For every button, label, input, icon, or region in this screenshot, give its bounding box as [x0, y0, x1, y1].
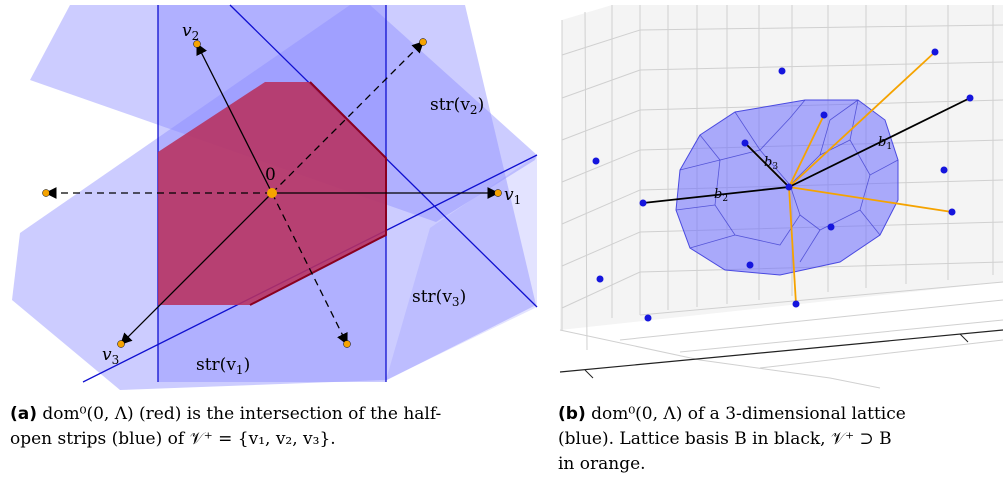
label-b3: b3: [764, 155, 778, 172]
domain-edge: [249, 81, 387, 306]
caption-a-text: dom⁰(0, Λ) (red) is the intersection of …: [10, 404, 442, 449]
figure: 0 v1 v2 v3 str(v2) str(v3) str(v1): [12, 4, 1003, 390]
caption-a: (a) dom⁰(0, Λ) (red) is the intersection…: [10, 402, 530, 452]
arrow-v3: [120, 192, 273, 345]
axis-tick: [584, 369, 594, 379]
label-v1: v1: [504, 185, 521, 207]
axis-tick: [959, 333, 969, 343]
lattice-point: [494, 189, 502, 197]
lattice-point: [42, 189, 50, 197]
label-str-v1: str(v1): [196, 355, 250, 377]
lattice-points-3d: [592, 48, 974, 322]
basis-b2: [642, 186, 790, 204]
arrow-neg-v2: [271, 192, 348, 346]
label-b2: b2: [714, 187, 728, 204]
lattice-point: [117, 340, 125, 348]
lattice-point: [193, 40, 201, 48]
axis-line: [559, 329, 1003, 373]
label-str-v2: str(v2): [430, 95, 484, 117]
label-v3: v3: [102, 345, 119, 367]
strip-v2-lower: [386, 155, 537, 380]
panel-b: b1 b2 b3: [559, 5, 1003, 389]
caption-a-tag: (a): [10, 404, 38, 424]
lattice-point: [419, 38, 427, 46]
caption-b-tag: (b): [558, 404, 586, 424]
caption-b: (b) dom⁰(0, Λ) of a 3-dimensional lattic…: [558, 402, 1003, 477]
basis-b3: [744, 142, 790, 188]
label-b1: b1: [878, 135, 892, 152]
arrow-v2: [196, 42, 273, 194]
label-v2: v2: [182, 21, 199, 43]
basis-b1: [788, 97, 971, 188]
caption-b-text: dom⁰(0, Λ) of a 3-dimensional lattice (b…: [558, 404, 906, 474]
panel-a: 0 v1 v2 v3 str(v2) str(v3) str(v1): [12, 4, 538, 390]
lattice-point: [267, 188, 277, 198]
origin-label: 0: [265, 165, 276, 185]
basis-vectors: [642, 97, 971, 204]
label-str-v3: str(v3): [412, 287, 466, 309]
lattice-point: [343, 340, 351, 348]
